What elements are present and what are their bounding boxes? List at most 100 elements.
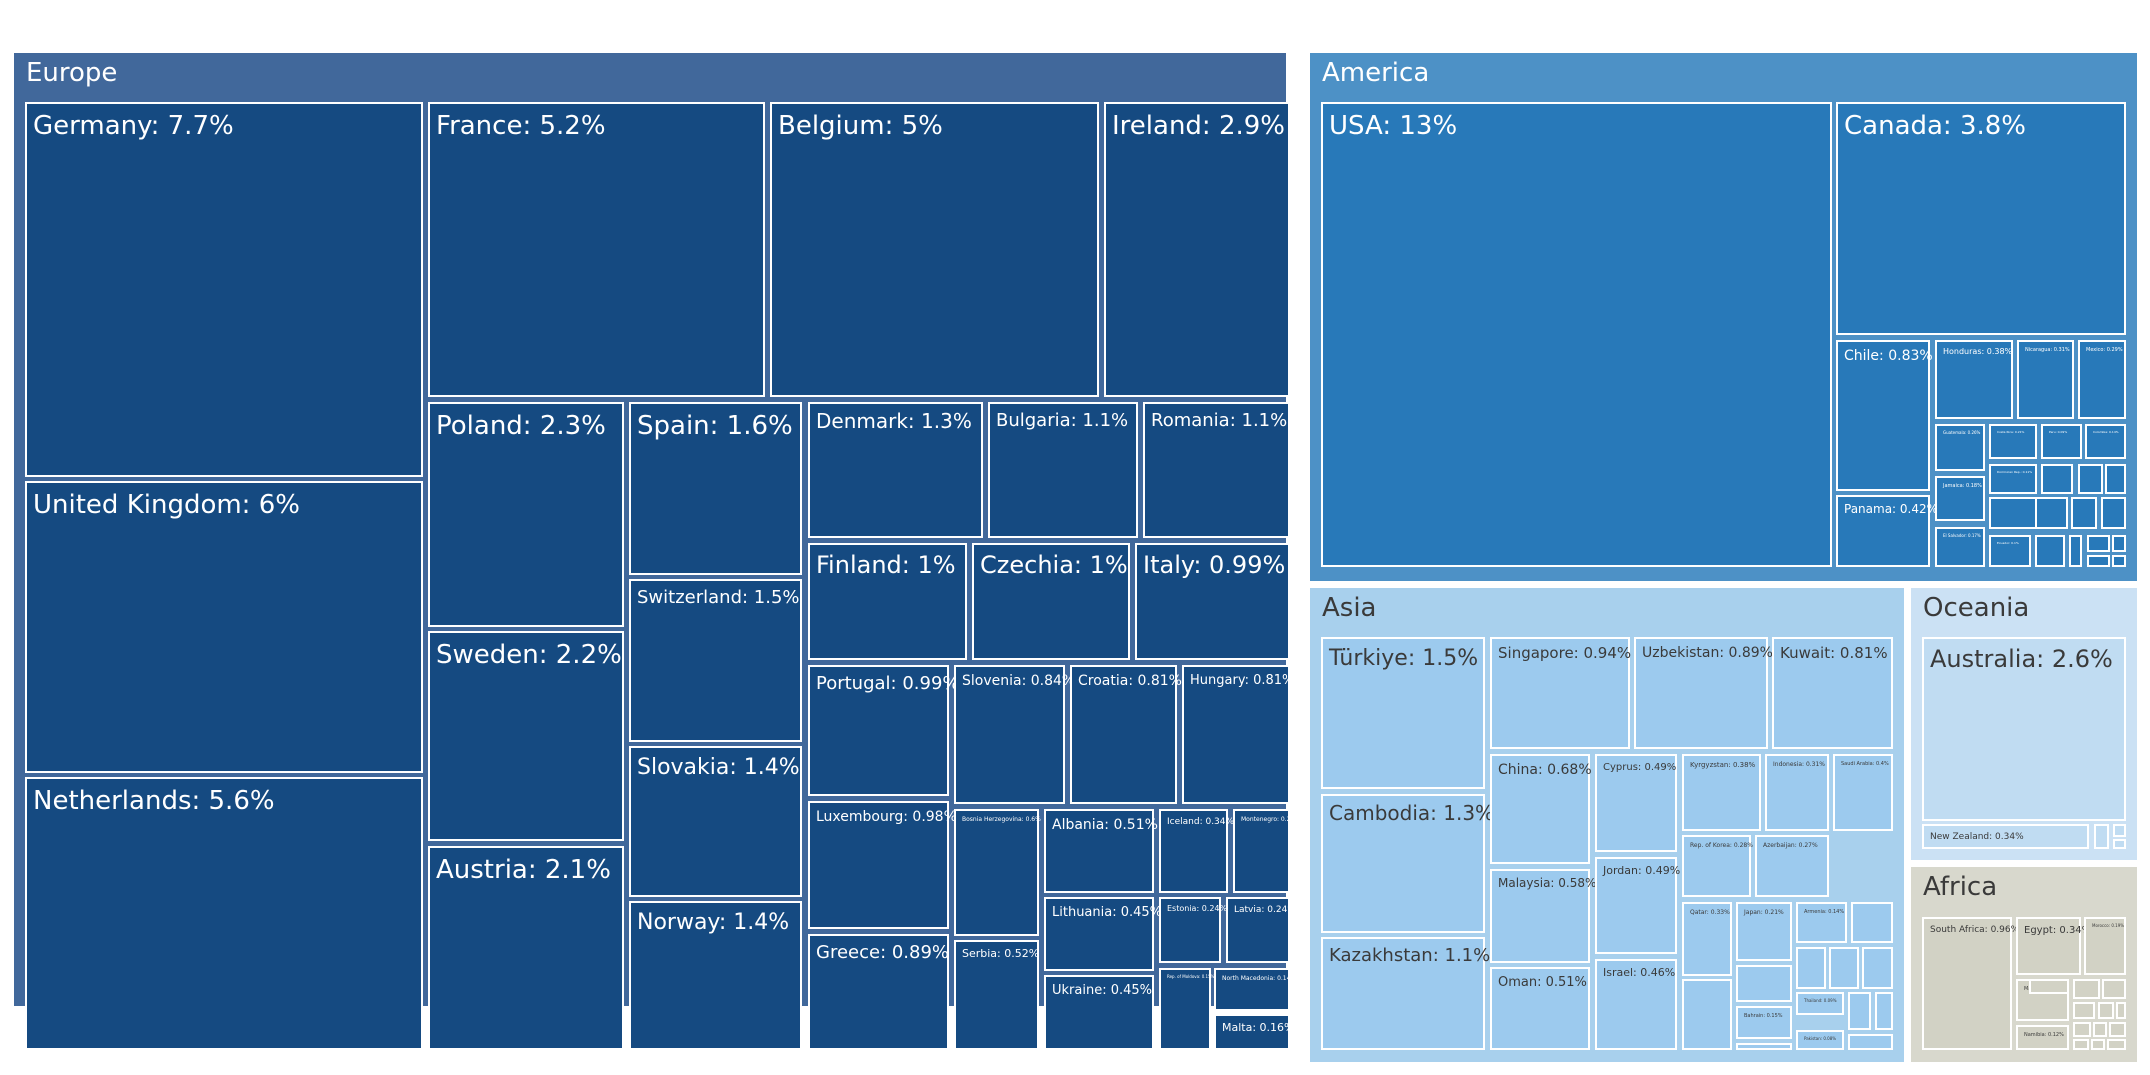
tile-guatemala[interactable]: Guatemala: 0.26% bbox=[1935, 424, 1985, 471]
tile-portugal[interactable]: Portugal: 0.99% bbox=[808, 665, 960, 796]
tile-belgium[interactable]: Belgium: 5% bbox=[770, 102, 1099, 397]
tile-sweden[interactable]: Sweden: 2.2% bbox=[428, 631, 624, 841]
tile-ecuador[interactable]: Ecuador: 0.1% bbox=[1989, 535, 2031, 567]
tile-small[interactable] bbox=[2102, 979, 2126, 999]
tile-small[interactable] bbox=[1682, 979, 1732, 1050]
tile-hungary[interactable]: Hungary: 0.81% bbox=[1182, 665, 1294, 804]
tile-small[interactable] bbox=[1829, 947, 1859, 989]
tile-egypt[interactable]: Egypt: 0.34% bbox=[2016, 917, 2091, 975]
tile-small[interactable] bbox=[2087, 555, 2110, 567]
tile-el-salvador[interactable]: El Salvador: 0.17% bbox=[1935, 527, 1985, 567]
tile-small[interactable] bbox=[2116, 1002, 2126, 1019]
tile-chile[interactable]: Chile: 0.83% bbox=[1836, 340, 1933, 491]
tile-israel[interactable]: Israel: 0.46% bbox=[1595, 959, 1677, 1050]
tile-iceland[interactable]: Iceland: 0.34% bbox=[1159, 809, 1235, 893]
tile-estonia[interactable]: Estonia: 0.24% bbox=[1159, 897, 1228, 963]
tile-small[interactable] bbox=[2073, 1022, 2091, 1037]
tile-small[interactable] bbox=[2105, 464, 2126, 494]
tile-namibia[interactable]: Namibia: 0.12% bbox=[2016, 1025, 2069, 1050]
tile-small[interactable] bbox=[2101, 497, 2126, 529]
tile-austria[interactable]: Austria: 2.1% bbox=[428, 846, 624, 1050]
tile-small[interactable] bbox=[1848, 992, 1871, 1030]
tile-turkiye[interactable]: Türkiye: 1.5% bbox=[1321, 637, 1485, 789]
tile-small[interactable] bbox=[1862, 947, 1893, 989]
tile-small[interactable] bbox=[2073, 1039, 2089, 1050]
tile-slovakia[interactable]: Slovakia: 1.4% bbox=[629, 746, 802, 897]
tile-japan[interactable]: Japan: 0.21% bbox=[1736, 902, 1792, 961]
tile-oman[interactable]: Oman: 0.51% bbox=[1490, 967, 1590, 1050]
tile-serbia[interactable]: Serbia: 0.52% bbox=[954, 940, 1039, 1050]
tile-kyrgyzstan[interactable]: Kyrgyzstan: 0.38% bbox=[1682, 754, 1761, 831]
tile-mexico[interactable]: Mexico: 0.29% bbox=[2078, 340, 2126, 419]
tile-jordan[interactable]: Jordan: 0.49% bbox=[1595, 857, 1680, 954]
tile-bulgaria[interactable]: Bulgaria: 1.1% bbox=[988, 402, 1138, 538]
tile-dominican-rep[interactable]: Dominican Rep.: 0.11% bbox=[1989, 464, 2037, 494]
tile-denmark[interactable]: Denmark: 1.3% bbox=[808, 402, 983, 538]
tile-small[interactable] bbox=[2078, 464, 2103, 494]
tile-canada[interactable]: Canada: 3.8% bbox=[1836, 102, 2126, 335]
tile-nicaragua[interactable]: Nicaragua: 0.31% bbox=[2017, 340, 2074, 419]
tile-small[interactable] bbox=[1796, 947, 1826, 989]
tile-kuwait[interactable]: Kuwait: 0.81% bbox=[1772, 637, 1893, 749]
tile-norway[interactable]: Norway: 1.4% bbox=[629, 901, 802, 1050]
tile-rep-of-moldova[interactable]: Rep. of Moldova: 0.15% bbox=[1159, 968, 1215, 1050]
tile-italy[interactable]: Italy: 0.99% bbox=[1135, 543, 1290, 660]
tile-north-macedonia[interactable]: North Macedonia: 0.14% bbox=[1214, 968, 1296, 1011]
tile-new-zealand[interactable]: New Zealand: 0.34% bbox=[1922, 824, 2089, 849]
tile-croatia[interactable]: Croatia: 0.81% bbox=[1070, 665, 1182, 804]
tile-luxembourg[interactable]: Luxembourg: 0.98% bbox=[808, 801, 957, 929]
tile-thailand[interactable]: Thailand: 0.09% bbox=[1796, 992, 1844, 1015]
tile-albania[interactable]: Albania: 0.51% bbox=[1044, 809, 1158, 893]
tile-small[interactable] bbox=[2112, 555, 2126, 567]
tile-finland[interactable]: Finland: 1% bbox=[808, 543, 967, 660]
tile-kazakhstan[interactable]: Kazakhstan: 1.1% bbox=[1321, 937, 1490, 1050]
tile-montenegro[interactable]: Montenegro: 0.29% bbox=[1233, 809, 1300, 893]
tile-ireland[interactable]: Ireland: 2.9% bbox=[1104, 102, 1290, 397]
tile-south-africa[interactable]: South Africa: 0.96% bbox=[1922, 917, 2020, 1050]
tile-china[interactable]: China: 0.68% bbox=[1490, 754, 1592, 864]
tile-france[interactable]: France: 5.2% bbox=[428, 102, 765, 397]
tile-indonesia[interactable]: Indonesia: 0.31% bbox=[1765, 754, 1829, 831]
tile-cyprus[interactable]: Cyprus: 0.49% bbox=[1595, 754, 1677, 852]
tile-spain[interactable]: Spain: 1.6% bbox=[629, 402, 802, 575]
tile-pakistan[interactable]: Pakistan: 0.08% bbox=[1796, 1030, 1844, 1050]
tile-small[interactable] bbox=[1875, 992, 1893, 1030]
tile-slovenia[interactable]: Slovenia: 0.84% bbox=[954, 665, 1075, 804]
tile-poland[interactable]: Poland: 2.3% bbox=[428, 402, 624, 627]
tile-small[interactable] bbox=[2041, 464, 2073, 494]
tile-germany[interactable]: Germany: 7.7% bbox=[25, 102, 423, 477]
tile-small[interactable] bbox=[2029, 979, 2069, 994]
tile-ukraine[interactable]: Ukraine: 0.45% bbox=[1044, 975, 1154, 1050]
tile-small[interactable] bbox=[1851, 902, 1893, 943]
tile-peru[interactable]: Peru: 0.09% bbox=[2041, 424, 2082, 459]
tile-costa-rica[interactable]: Costa Rica: 0.21% bbox=[1989, 424, 2037, 459]
tile-small[interactable] bbox=[2035, 535, 2065, 567]
tile-small[interactable] bbox=[2093, 1022, 2107, 1037]
tile-uzbekistan[interactable]: Uzbekistan: 0.89% bbox=[1634, 637, 1773, 749]
tile-malaysia[interactable]: Malaysia: 0.58% bbox=[1490, 869, 1596, 963]
tile-small[interactable] bbox=[2098, 1002, 2114, 1019]
tile-rep-of-korea[interactable]: Rep. of Korea: 0.28% bbox=[1682, 835, 1753, 897]
tile-netherlands[interactable]: Netherlands: 5.6% bbox=[25, 777, 423, 1050]
tile-small[interactable] bbox=[1989, 497, 2037, 529]
tile-small[interactable] bbox=[2107, 1039, 2126, 1050]
tile-greece[interactable]: Greece: 0.89% bbox=[808, 934, 949, 1050]
tile-qatar[interactable]: Qatar: 0.33% bbox=[1682, 902, 1732, 976]
tile-jamaica[interactable]: Jamaica: 0.18% bbox=[1935, 476, 1985, 521]
tile-malta[interactable]: Malta: 0.16% bbox=[1214, 1014, 1295, 1050]
tile-small[interactable] bbox=[2073, 979, 2100, 999]
tile-honduras[interactable]: Honduras: 0.38% bbox=[1935, 340, 2013, 419]
tile-bahrain[interactable]: Bahrain: 0.15% bbox=[1736, 1006, 1792, 1039]
tile-small[interactable] bbox=[2087, 535, 2110, 552]
tile-panama[interactable]: Panama: 0.42% bbox=[1836, 495, 1938, 567]
tile-australia[interactable]: Australia: 2.6% bbox=[1922, 637, 2126, 821]
tile-lithuania[interactable]: Lithuania: 0.45% bbox=[1044, 897, 1162, 971]
tile-small[interactable] bbox=[2069, 535, 2082, 567]
tile-small[interactable] bbox=[2071, 497, 2097, 529]
tile-small[interactable] bbox=[2109, 1022, 2126, 1037]
tile-small[interactable] bbox=[2073, 1002, 2095, 1019]
tile-small[interactable] bbox=[1736, 965, 1792, 1002]
tile-latvia[interactable]: Latvia: 0.24% bbox=[1226, 897, 1296, 963]
tile-united-kingdom[interactable]: United Kingdom: 6% bbox=[25, 481, 423, 773]
tile-bosnia-herzegovina[interactable]: Bosnia Herzegovina: 0.6% bbox=[954, 809, 1041, 936]
